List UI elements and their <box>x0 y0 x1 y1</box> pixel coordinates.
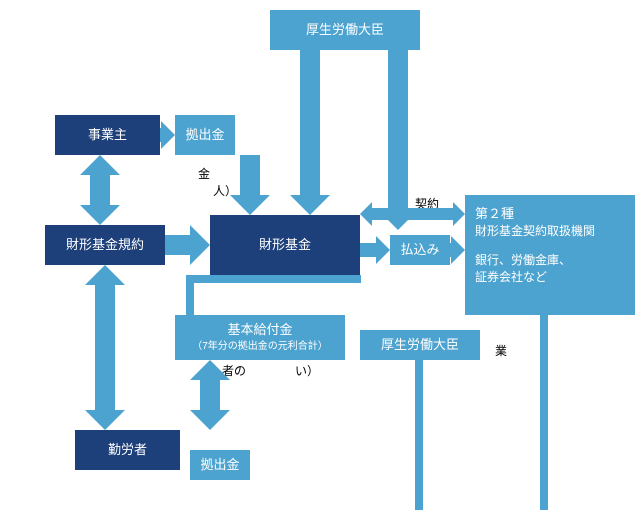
node-label: 財形基金規約 <box>66 236 144 254</box>
node-label: 拠出金 <box>185 126 224 144</box>
node-institution: 第２種 財形基金契約取扱機関 銀行、労働金庫、 証券会社など <box>465 195 635 315</box>
node-label-line2: 財形基金契約取扱機関 <box>475 223 595 240</box>
node-label: 拠出金 <box>200 456 239 474</box>
node-label: 払込み <box>400 241 439 259</box>
node-label: 事業主 <box>88 126 127 144</box>
node-label: 勤労者 <box>108 441 147 459</box>
node-label-line1: 第２種 <box>475 205 514 223</box>
node-payment: 払込み <box>390 235 450 265</box>
node-label: 厚生労働大臣 <box>306 21 384 39</box>
node-minister-bottom: 厚生労働大臣 <box>360 330 480 360</box>
label-partial4: い） <box>295 362 319 379</box>
node-contribution-top: 拠出金 <box>175 115 235 155</box>
node-rules: 財形基金規約 <box>45 225 165 265</box>
label-partial1: 金 <box>198 165 210 182</box>
node-label-line1: 基本給付金 <box>227 321 292 339</box>
node-worker: 勤労者 <box>75 430 180 470</box>
node-label: 財形基金 <box>259 236 311 254</box>
node-fund: 財形基金 <box>210 215 360 275</box>
node-label-line4: 証券会社など <box>475 269 547 286</box>
node-label-line3: 銀行、労働金庫、 <box>475 252 571 269</box>
node-contribution-bottom: 拠出金 <box>190 450 250 480</box>
label-partial5: 業 <box>495 342 507 359</box>
node-employer: 事業主 <box>55 115 160 155</box>
node-benefit: 基本給付金 （7年分の拠出金の元利合計） <box>175 315 345 360</box>
node-label: 厚生労働大臣 <box>381 336 459 354</box>
node-label-line2: （7年分の拠出金の元利合計） <box>192 340 328 354</box>
node-minister-top: 厚生労働大臣 <box>270 10 420 50</box>
